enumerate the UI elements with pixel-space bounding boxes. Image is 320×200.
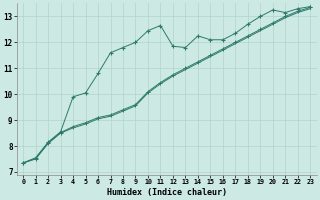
X-axis label: Humidex (Indice chaleur): Humidex (Indice chaleur) — [107, 188, 227, 197]
